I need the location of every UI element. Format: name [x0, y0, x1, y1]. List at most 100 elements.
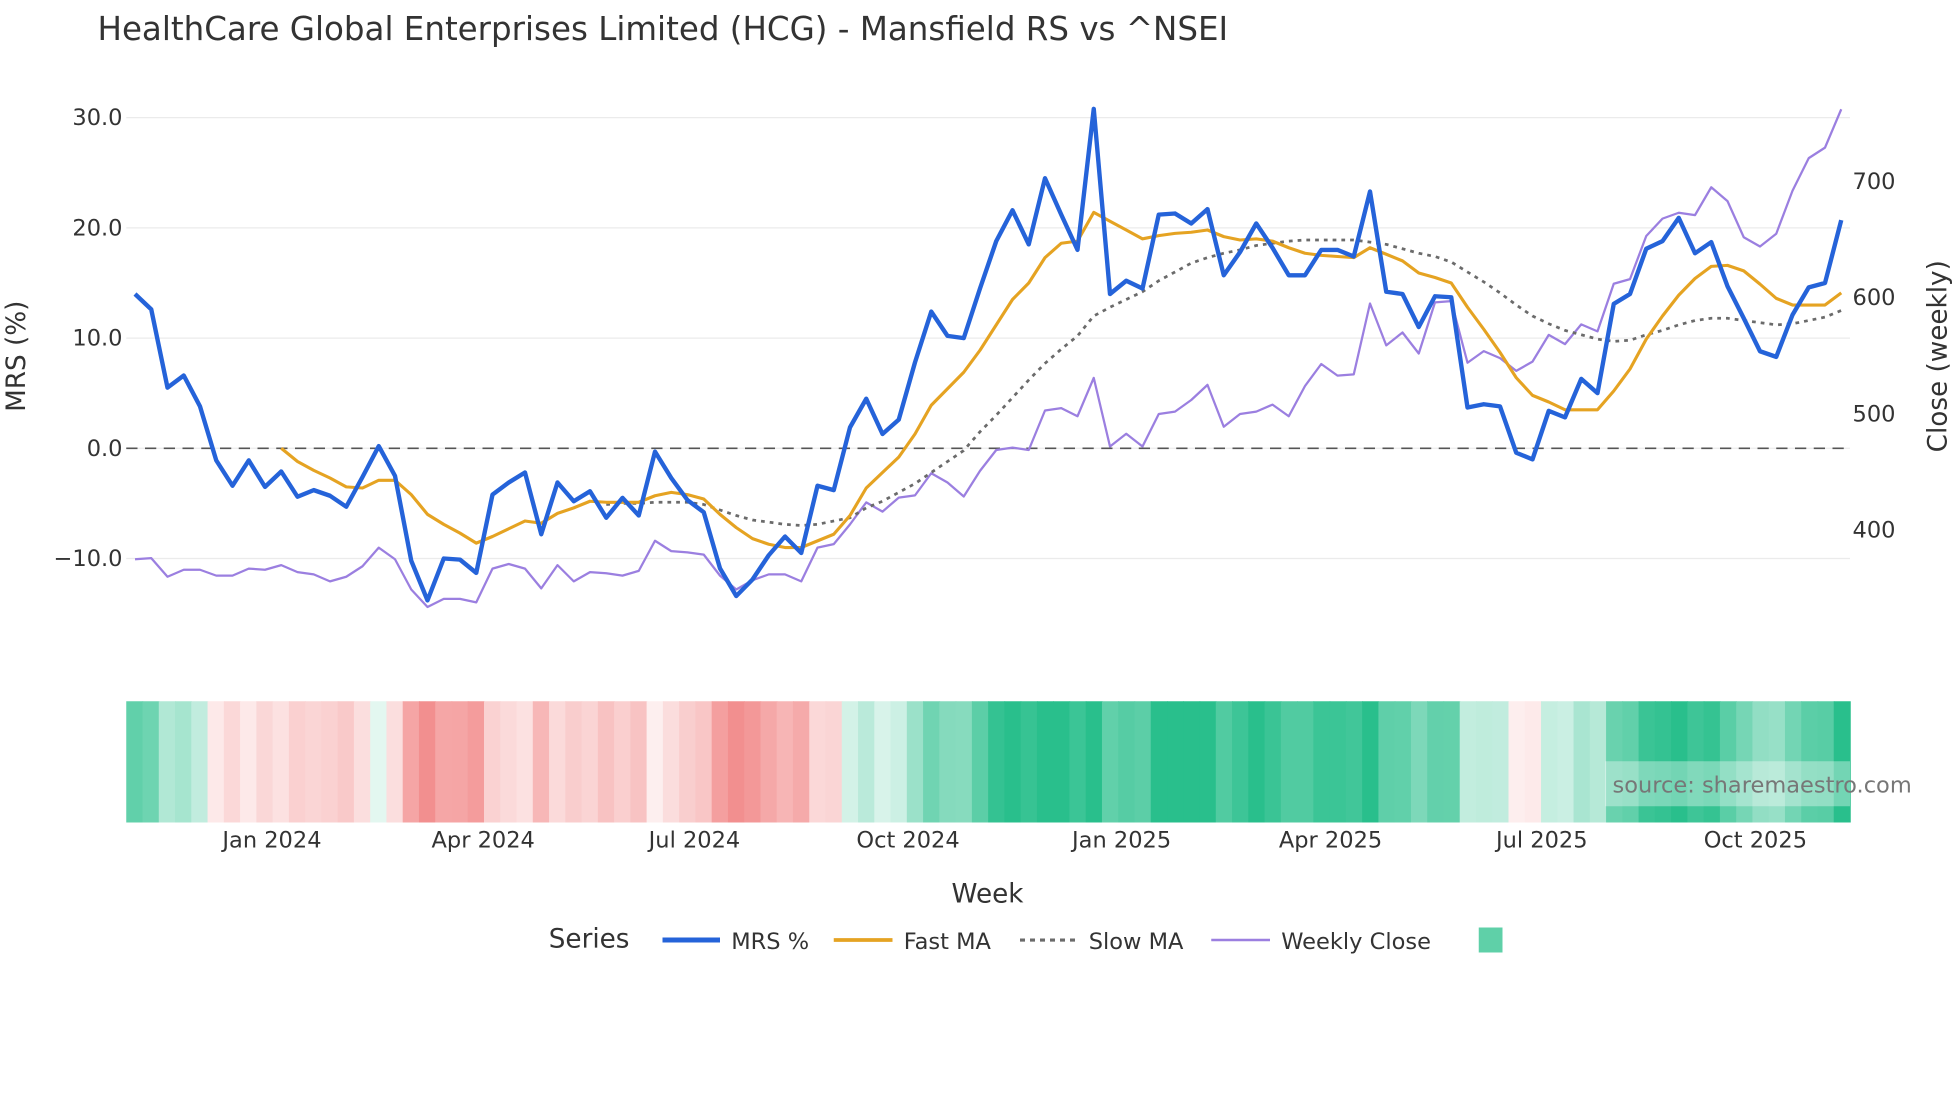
heatmap-cell — [1150, 701, 1168, 823]
heatmap-cell — [402, 701, 420, 823]
heatmap-cell — [614, 701, 632, 823]
heatmap-cell — [1134, 701, 1152, 823]
heatmap-cell — [1459, 701, 1477, 823]
legend-item-fast-ma[interactable]: Fast MA — [833, 929, 992, 955]
heatmap-cell — [825, 701, 843, 823]
x-axis-title: Week — [952, 880, 1025, 910]
heatmap-cell — [1687, 701, 1705, 823]
heatmap-cell — [890, 701, 908, 823]
legend-label: Fast MA — [904, 929, 992, 955]
y-tick-label: 10.0 — [72, 326, 122, 352]
heatmap-cell — [1703, 701, 1721, 823]
series-lines — [133, 106, 1844, 609]
heatmap-cell — [1362, 701, 1380, 823]
y2-tick-label: 400 — [1853, 518, 1896, 544]
heatmap-cell — [792, 701, 810, 823]
heatmap-cell — [1297, 701, 1315, 823]
y2-tick-label: 500 — [1853, 401, 1896, 427]
heatmap-cell — [1427, 701, 1445, 823]
heatmap-cell — [256, 701, 274, 823]
heatmap-cell — [1622, 701, 1640, 823]
legend-label: Slow MA — [1089, 929, 1184, 955]
heatmap-cell — [1232, 701, 1250, 823]
heatmap-cell — [467, 701, 485, 823]
heatmap-cell — [874, 701, 892, 823]
heatmap-cell — [1313, 701, 1331, 823]
heatmap-cell — [191, 701, 209, 823]
heatmap-cell — [223, 701, 241, 823]
grid: −10.0 0.0 10.0 20.0 30.0 400 500 600 700 — [54, 105, 1896, 572]
heatmap-cell — [500, 701, 518, 823]
heatmap-cell — [516, 701, 534, 823]
heatmap-cell — [1557, 701, 1575, 823]
heatmap-cell — [1053, 701, 1071, 823]
x-tick-label: Jan 2024 — [220, 828, 321, 854]
heatmap-cell — [305, 701, 323, 823]
heatmap-cell — [1183, 701, 1201, 823]
legend: Series MRS % Fast MA Slow MA Weekly Clos… — [549, 925, 1503, 955]
heatmap-cell — [1508, 701, 1526, 823]
x-axis-ticks: Jan 2024 Apr 2024 Jul 2024 Oct 2024 Jan 2025… — [220, 828, 1807, 854]
x-tick-label: Apr 2024 — [432, 828, 535, 854]
heatmap-cell — [1280, 701, 1298, 823]
heatmap-cell — [695, 701, 713, 823]
heatmap-cell — [484, 701, 502, 823]
heatmap-cell — [955, 701, 973, 823]
heatmap-cell — [1573, 701, 1591, 823]
legend-item-slow-ma[interactable]: Slow MA — [1020, 929, 1184, 955]
heatmap-cell — [1524, 701, 1542, 823]
legend-item-weekly-close[interactable]: Weekly Close — [1211, 929, 1431, 955]
y-axis-title: MRS (%) — [2, 301, 32, 412]
heatmap-cell — [760, 701, 778, 823]
heatmap-cell — [971, 701, 989, 823]
heatmap-cell — [532, 701, 550, 823]
y-tick-label: 0.0 — [87, 436, 123, 462]
heatmap-cell — [288, 701, 306, 823]
heatmap-cell — [1167, 701, 1185, 823]
watermark: source: sharemaestro.com — [1605, 761, 1912, 807]
heatmap-cell — [727, 701, 745, 823]
heatmap-cell — [1215, 701, 1233, 823]
heatmap-cell — [1248, 701, 1266, 823]
heatmap-cell — [646, 701, 664, 823]
x-tick-label: Jan 2025 — [1070, 828, 1171, 854]
y2-axis-title: Close (weekly) — [1923, 260, 1953, 452]
heatmap-cell — [549, 701, 567, 823]
legend-item-heatmap[interactable] — [1478, 927, 1503, 953]
heatmap-cell — [1378, 701, 1396, 823]
heatmap-cell — [1264, 701, 1282, 823]
heatmap-cell — [1817, 701, 1835, 823]
heatmap-cell — [1394, 701, 1412, 823]
heatmap-cell — [1004, 701, 1022, 823]
heatmap-cell — [1069, 701, 1087, 823]
heatmap-cell — [1589, 701, 1607, 823]
heatmap-cell — [1443, 701, 1461, 823]
heatmap-cell — [1784, 701, 1802, 823]
heatmap-cell — [1801, 701, 1819, 823]
heatmap-cell — [744, 701, 762, 823]
y-tick-label: −10.0 — [54, 546, 123, 572]
heatmap-cell — [711, 701, 729, 823]
y2-tick-label: 600 — [1853, 285, 1896, 311]
x-tick-label: Oct 2024 — [856, 828, 959, 854]
heatmap-cell — [906, 701, 924, 823]
heatmap-cell — [923, 701, 941, 823]
y-tick-label: 20.0 — [72, 215, 122, 241]
y-tick-label: 30.0 — [72, 105, 122, 131]
legend-item-mrs[interactable]: MRS % — [662, 929, 810, 955]
heatmap-cell — [337, 701, 355, 823]
heatmap-cell — [630, 701, 648, 823]
heatmap-cell — [1752, 701, 1770, 823]
heatmap-strip — [126, 701, 1851, 823]
heatmap-cell — [353, 701, 371, 823]
heatmap-cell — [679, 701, 697, 823]
heatmap-cell — [1492, 701, 1510, 823]
heatmap-cell — [1606, 701, 1624, 823]
heatmap-cell — [1036, 701, 1054, 823]
heatmap-cell — [386, 701, 404, 823]
heatmap-cell — [662, 701, 680, 823]
heatmap-cell — [435, 701, 453, 823]
heatmap-cell — [581, 701, 599, 823]
watermark-text: source: sharemaestro.com — [1613, 773, 1912, 799]
heatmap-cell — [1085, 701, 1103, 823]
